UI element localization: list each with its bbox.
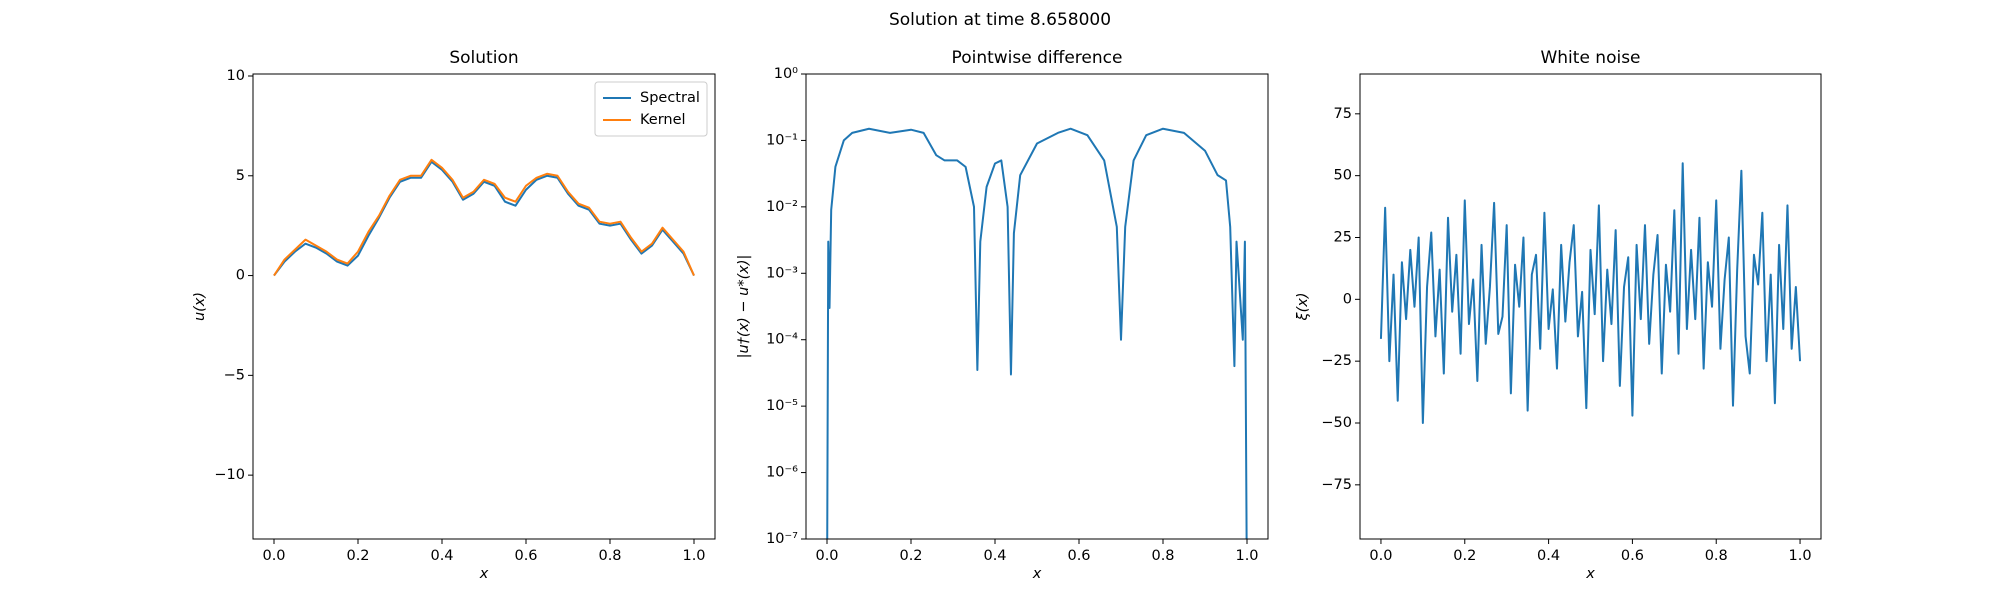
y-tick-label: −25	[1321, 353, 1352, 369]
series-line	[1379, 162, 1802, 424]
legend-label: Spectral	[640, 90, 700, 106]
y-axis-label: ξ(x)	[1295, 293, 1311, 322]
x-tick-label: 0.6	[1621, 548, 1644, 564]
axes-frame	[1359, 73, 1822, 540]
y-tick-label: 10⁻⁴	[766, 332, 798, 348]
x-tick-label: 0.4	[1537, 548, 1560, 564]
x-tick-label: 0.0	[262, 548, 285, 564]
x-tick-label: 0.8	[598, 548, 621, 564]
axes-frame	[805, 73, 1269, 540]
x-tick-label: 0.4	[430, 548, 453, 564]
y-tick-label: 10⁰	[774, 66, 798, 82]
y-tick-label: 0	[236, 268, 245, 284]
y-tick-label: −5	[224, 367, 245, 383]
x-tick-label: 0.0	[815, 548, 838, 564]
x-tick-label: 0.2	[899, 548, 922, 564]
y-tick-label: −10	[214, 467, 245, 483]
y-tick-label: 10⁻⁷	[766, 531, 798, 547]
axes-frame	[252, 73, 716, 540]
axes-title: White noise	[1540, 48, 1640, 68]
x-tick-label: 0.6	[1067, 548, 1090, 564]
y-tick-label: 50	[1334, 168, 1352, 184]
y-tick-label: 75	[1334, 106, 1352, 122]
y-axis-label: u(x)	[192, 292, 208, 321]
legend-label: Kernel	[640, 112, 686, 128]
y-tick-label: −75	[1321, 477, 1352, 493]
x-tick-label: 0.8	[1705, 548, 1728, 564]
x-tick-label: 0.2	[346, 548, 369, 564]
x-tick-label: 0.4	[983, 548, 1006, 564]
y-axis-label: |u†(x) − u*(x)|	[736, 255, 752, 359]
axes-title: Pointwise difference	[952, 48, 1123, 68]
x-tick-label: 0.0	[1369, 548, 1392, 564]
x-axis-label: x	[479, 566, 489, 582]
y-tick-label: 10⁻¹	[766, 132, 798, 148]
y-tick-label: 10⁻²	[766, 199, 798, 215]
axes-title: Solution	[449, 48, 518, 68]
x-axis-label: x	[1032, 566, 1042, 582]
y-tick-label: −50	[1321, 415, 1352, 431]
series-line	[273, 160, 695, 277]
x-tick-label: 1.0	[1789, 548, 1812, 564]
series-line	[273, 158, 695, 277]
legend-box	[594, 81, 708, 137]
y-tick-label: 0	[1343, 291, 1352, 307]
y-tick-label: 5	[236, 168, 245, 184]
x-tick-label: 0.2	[1453, 548, 1476, 564]
x-tick-label: 0.8	[1151, 548, 1174, 564]
y-tick-label: 10	[227, 68, 245, 84]
x-tick-label: 1.0	[1235, 548, 1258, 564]
x-axis-label: x	[1585, 566, 1595, 582]
y-tick-label: 10⁻⁶	[766, 465, 798, 481]
y-tick-label: 10⁻³	[766, 265, 798, 281]
y-tick-label: 10⁻⁵	[766, 398, 798, 414]
x-tick-label: 1.0	[682, 548, 705, 564]
x-tick-label: 0.6	[514, 548, 537, 564]
y-tick-label: 25	[1334, 229, 1352, 245]
series-line	[826, 127, 1248, 539]
figure-title: Solution at time 8.658000	[889, 10, 1111, 30]
